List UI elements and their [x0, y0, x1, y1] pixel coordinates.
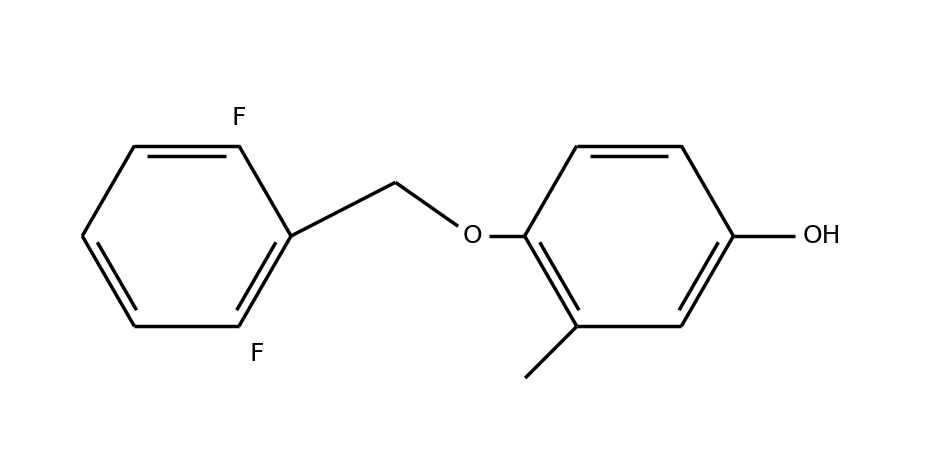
Text: OH: OH [803, 224, 842, 248]
Text: O: O [462, 224, 481, 248]
Text: F: F [232, 106, 246, 130]
Text: F: F [250, 342, 264, 366]
